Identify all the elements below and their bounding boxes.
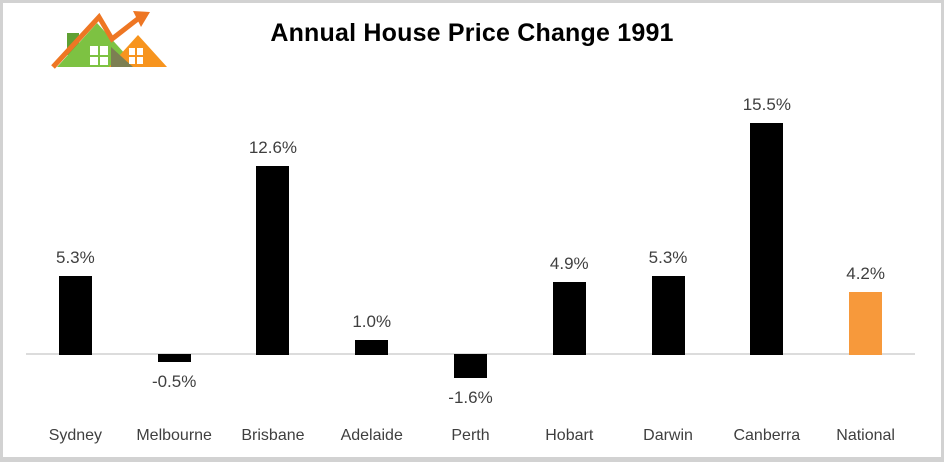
data-label-canberra: 15.5% bbox=[742, 94, 791, 114]
x-axis-label-adelaide: Adelaide bbox=[340, 427, 403, 444]
logo-arrow-head bbox=[133, 11, 150, 27]
bar-hobart bbox=[552, 281, 586, 355]
x-axis-label-hobart: Hobart bbox=[545, 427, 594, 444]
bar-brisbane bbox=[256, 166, 290, 355]
logo-green-window bbox=[90, 46, 108, 65]
chart-title: Annual House Price Change 1991 bbox=[270, 19, 674, 47]
x-axis-label-perth: Perth bbox=[451, 427, 490, 444]
data-label-brisbane: 12.6% bbox=[248, 138, 298, 157]
plot-area: 5.3% Sydney -0.5% Melbourne 12.6% Brisbane 1.0… bbox=[3, 3, 941, 457]
houses-growth-arrow-logo-icon bbox=[51, 11, 167, 69]
bar-adelaide bbox=[355, 340, 389, 355]
logo-orange-window bbox=[129, 48, 143, 64]
data-label-sydney: 5.3% bbox=[56, 247, 95, 267]
x-axis-label-national: National bbox=[836, 427, 895, 444]
x-axis-label-darwin: Darwin bbox=[643, 427, 693, 444]
x-axis-label-canberra: Canberra bbox=[733, 427, 801, 444]
data-label-hobart: 4.9% bbox=[549, 253, 589, 273]
bar-perth bbox=[454, 354, 487, 378]
logo-shadow bbox=[111, 47, 133, 67]
data-label-adelaide: 1.0% bbox=[352, 312, 392, 331]
data-label-melbourne: -0.5% bbox=[151, 371, 197, 391]
logo-growth-arrow bbox=[51, 12, 141, 69]
x-axis-label-melbourne: Melbourne bbox=[136, 427, 212, 444]
x-axis-label-sydney: Sydney bbox=[48, 427, 103, 444]
data-label-darwin: 5.3% bbox=[648, 247, 688, 267]
bar-canberra bbox=[750, 122, 784, 355]
bar-sydney bbox=[58, 275, 92, 355]
data-label-national: 4.2% bbox=[846, 264, 885, 283]
bar-melbourne bbox=[157, 354, 191, 362]
bar-national bbox=[849, 292, 883, 355]
bar-darwin bbox=[651, 275, 685, 355]
data-label-perth: -1.6% bbox=[448, 388, 493, 407]
x-axis-label-brisbane: Brisbane bbox=[241, 427, 305, 444]
